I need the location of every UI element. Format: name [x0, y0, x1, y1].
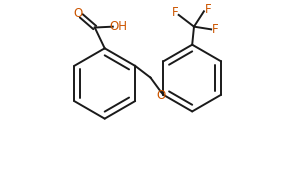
Text: F: F	[212, 23, 218, 36]
Text: F: F	[205, 3, 211, 16]
Text: F: F	[171, 6, 178, 19]
Text: OH: OH	[109, 20, 127, 33]
Text: O: O	[157, 89, 166, 102]
Text: O: O	[74, 7, 83, 20]
